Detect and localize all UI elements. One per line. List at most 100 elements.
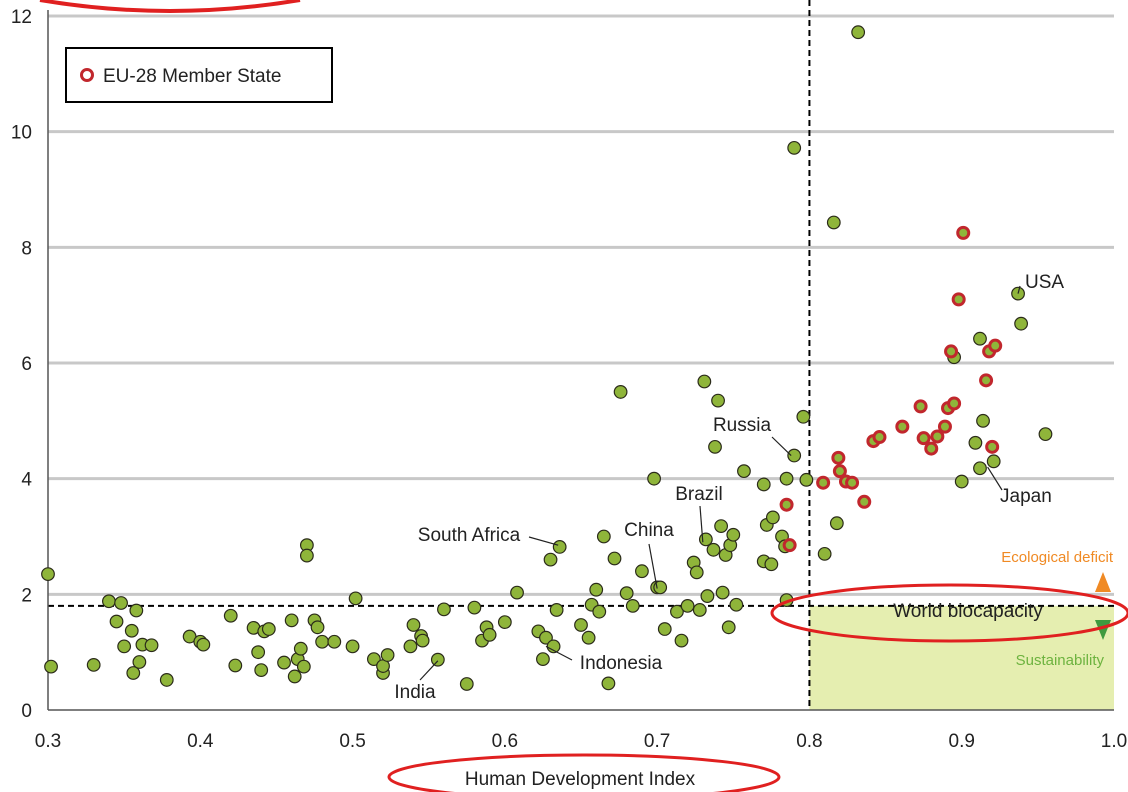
data-point bbox=[721, 620, 736, 635]
data-point bbox=[779, 471, 794, 486]
data-point bbox=[467, 600, 482, 615]
data-point bbox=[406, 618, 421, 632]
eu-data-point bbox=[779, 497, 794, 512]
data-point bbox=[403, 639, 418, 654]
data-point bbox=[674, 633, 689, 648]
data-point bbox=[315, 634, 330, 649]
data-point bbox=[817, 546, 832, 561]
data-point bbox=[826, 215, 841, 230]
data-point bbox=[546, 639, 561, 654]
eu-data-point bbox=[951, 292, 966, 307]
data-point bbox=[129, 603, 144, 618]
data-point bbox=[657, 622, 672, 636]
label-leader-line bbox=[545, 645, 573, 661]
data-point bbox=[592, 604, 607, 619]
data-point bbox=[954, 474, 969, 489]
data-point bbox=[787, 448, 802, 463]
eu-data-point bbox=[988, 338, 1003, 353]
data-point bbox=[296, 659, 311, 674]
data-point bbox=[254, 663, 269, 677]
eu-data-point bbox=[944, 344, 959, 359]
country-label: India bbox=[394, 682, 436, 703]
data-point bbox=[287, 669, 302, 684]
data-point bbox=[552, 540, 567, 554]
y-tick-label: 6 bbox=[21, 354, 32, 375]
country-label: South Africa bbox=[418, 525, 521, 546]
data-point bbox=[251, 645, 266, 660]
data-point bbox=[619, 586, 634, 601]
data-point bbox=[549, 603, 564, 617]
data-point bbox=[601, 676, 616, 691]
data-point bbox=[635, 564, 649, 579]
data-point bbox=[596, 529, 611, 544]
label-leader-line bbox=[419, 660, 439, 681]
data-point bbox=[41, 567, 55, 581]
data-point bbox=[851, 25, 866, 40]
data-point bbox=[714, 519, 729, 533]
axes bbox=[47, 10, 1114, 711]
data-point bbox=[497, 615, 512, 629]
data-point bbox=[1038, 427, 1053, 442]
data-point bbox=[589, 582, 604, 597]
sustainability-zone bbox=[809, 605, 1114, 710]
label-leader-line bbox=[987, 466, 1003, 491]
data-point bbox=[348, 591, 363, 606]
legend-label: EU-28 Member State bbox=[103, 66, 281, 87]
data-point bbox=[510, 585, 524, 600]
biocapacity-highlight-ellipse bbox=[770, 583, 1128, 643]
data-point bbox=[345, 639, 360, 654]
legend: EU-28 Member State bbox=[65, 47, 333, 103]
data-point bbox=[765, 510, 780, 525]
y-tick-label: 10 bbox=[11, 123, 32, 144]
x-label-highlight-ellipse bbox=[387, 753, 781, 792]
data-point bbox=[380, 648, 395, 662]
data-point bbox=[86, 657, 101, 672]
x-tick-label: 1.0 bbox=[1101, 731, 1127, 752]
x-tick-label: 0.6 bbox=[492, 731, 518, 752]
x-tick-label: 0.8 bbox=[796, 731, 822, 752]
ecological-deficit-label: Ecological deficit bbox=[1001, 549, 1114, 566]
data-point bbox=[607, 551, 622, 566]
data-point bbox=[539, 630, 553, 645]
data-point bbox=[132, 655, 147, 669]
data-point bbox=[299, 548, 314, 563]
data-point bbox=[437, 602, 451, 617]
y-tick-label: 2 bbox=[21, 585, 32, 606]
eu-data-point bbox=[857, 494, 872, 509]
data-point bbox=[711, 393, 725, 408]
data-point bbox=[697, 374, 712, 389]
eu-data-point bbox=[872, 430, 887, 445]
sustainability-label: Sustainability bbox=[1016, 652, 1105, 669]
eu-data-point bbox=[985, 439, 1000, 454]
data-point bbox=[536, 652, 550, 667]
data-point bbox=[653, 580, 668, 595]
data-point bbox=[756, 477, 771, 492]
data-point bbox=[737, 464, 751, 479]
data-point bbox=[277, 655, 291, 670]
data-point bbox=[126, 666, 141, 680]
eu-data-point bbox=[979, 373, 994, 388]
y-tick-label: 4 bbox=[21, 470, 32, 491]
x-tick-label: 0.7 bbox=[644, 731, 670, 752]
eu-data-point bbox=[845, 475, 860, 490]
country-label: Japan bbox=[1000, 486, 1052, 507]
data-point bbox=[647, 471, 661, 486]
x-tick-label: 0.5 bbox=[339, 731, 365, 752]
eu-data-point bbox=[831, 450, 846, 465]
data-point bbox=[968, 435, 983, 450]
label-leader-line bbox=[1017, 285, 1021, 294]
data-point bbox=[764, 557, 779, 572]
data-point bbox=[973, 331, 987, 346]
eu-data-point bbox=[956, 225, 971, 240]
data-point bbox=[708, 439, 722, 454]
data-point bbox=[799, 472, 814, 487]
data-point bbox=[670, 604, 684, 619]
data-point bbox=[706, 542, 721, 557]
top-highlight-arc bbox=[39, 0, 301, 13]
label-leader-line bbox=[771, 436, 792, 456]
data-point bbox=[223, 608, 238, 623]
data-point bbox=[543, 552, 558, 567]
eu-data-point bbox=[782, 538, 797, 553]
country-label: Russia bbox=[713, 415, 772, 436]
